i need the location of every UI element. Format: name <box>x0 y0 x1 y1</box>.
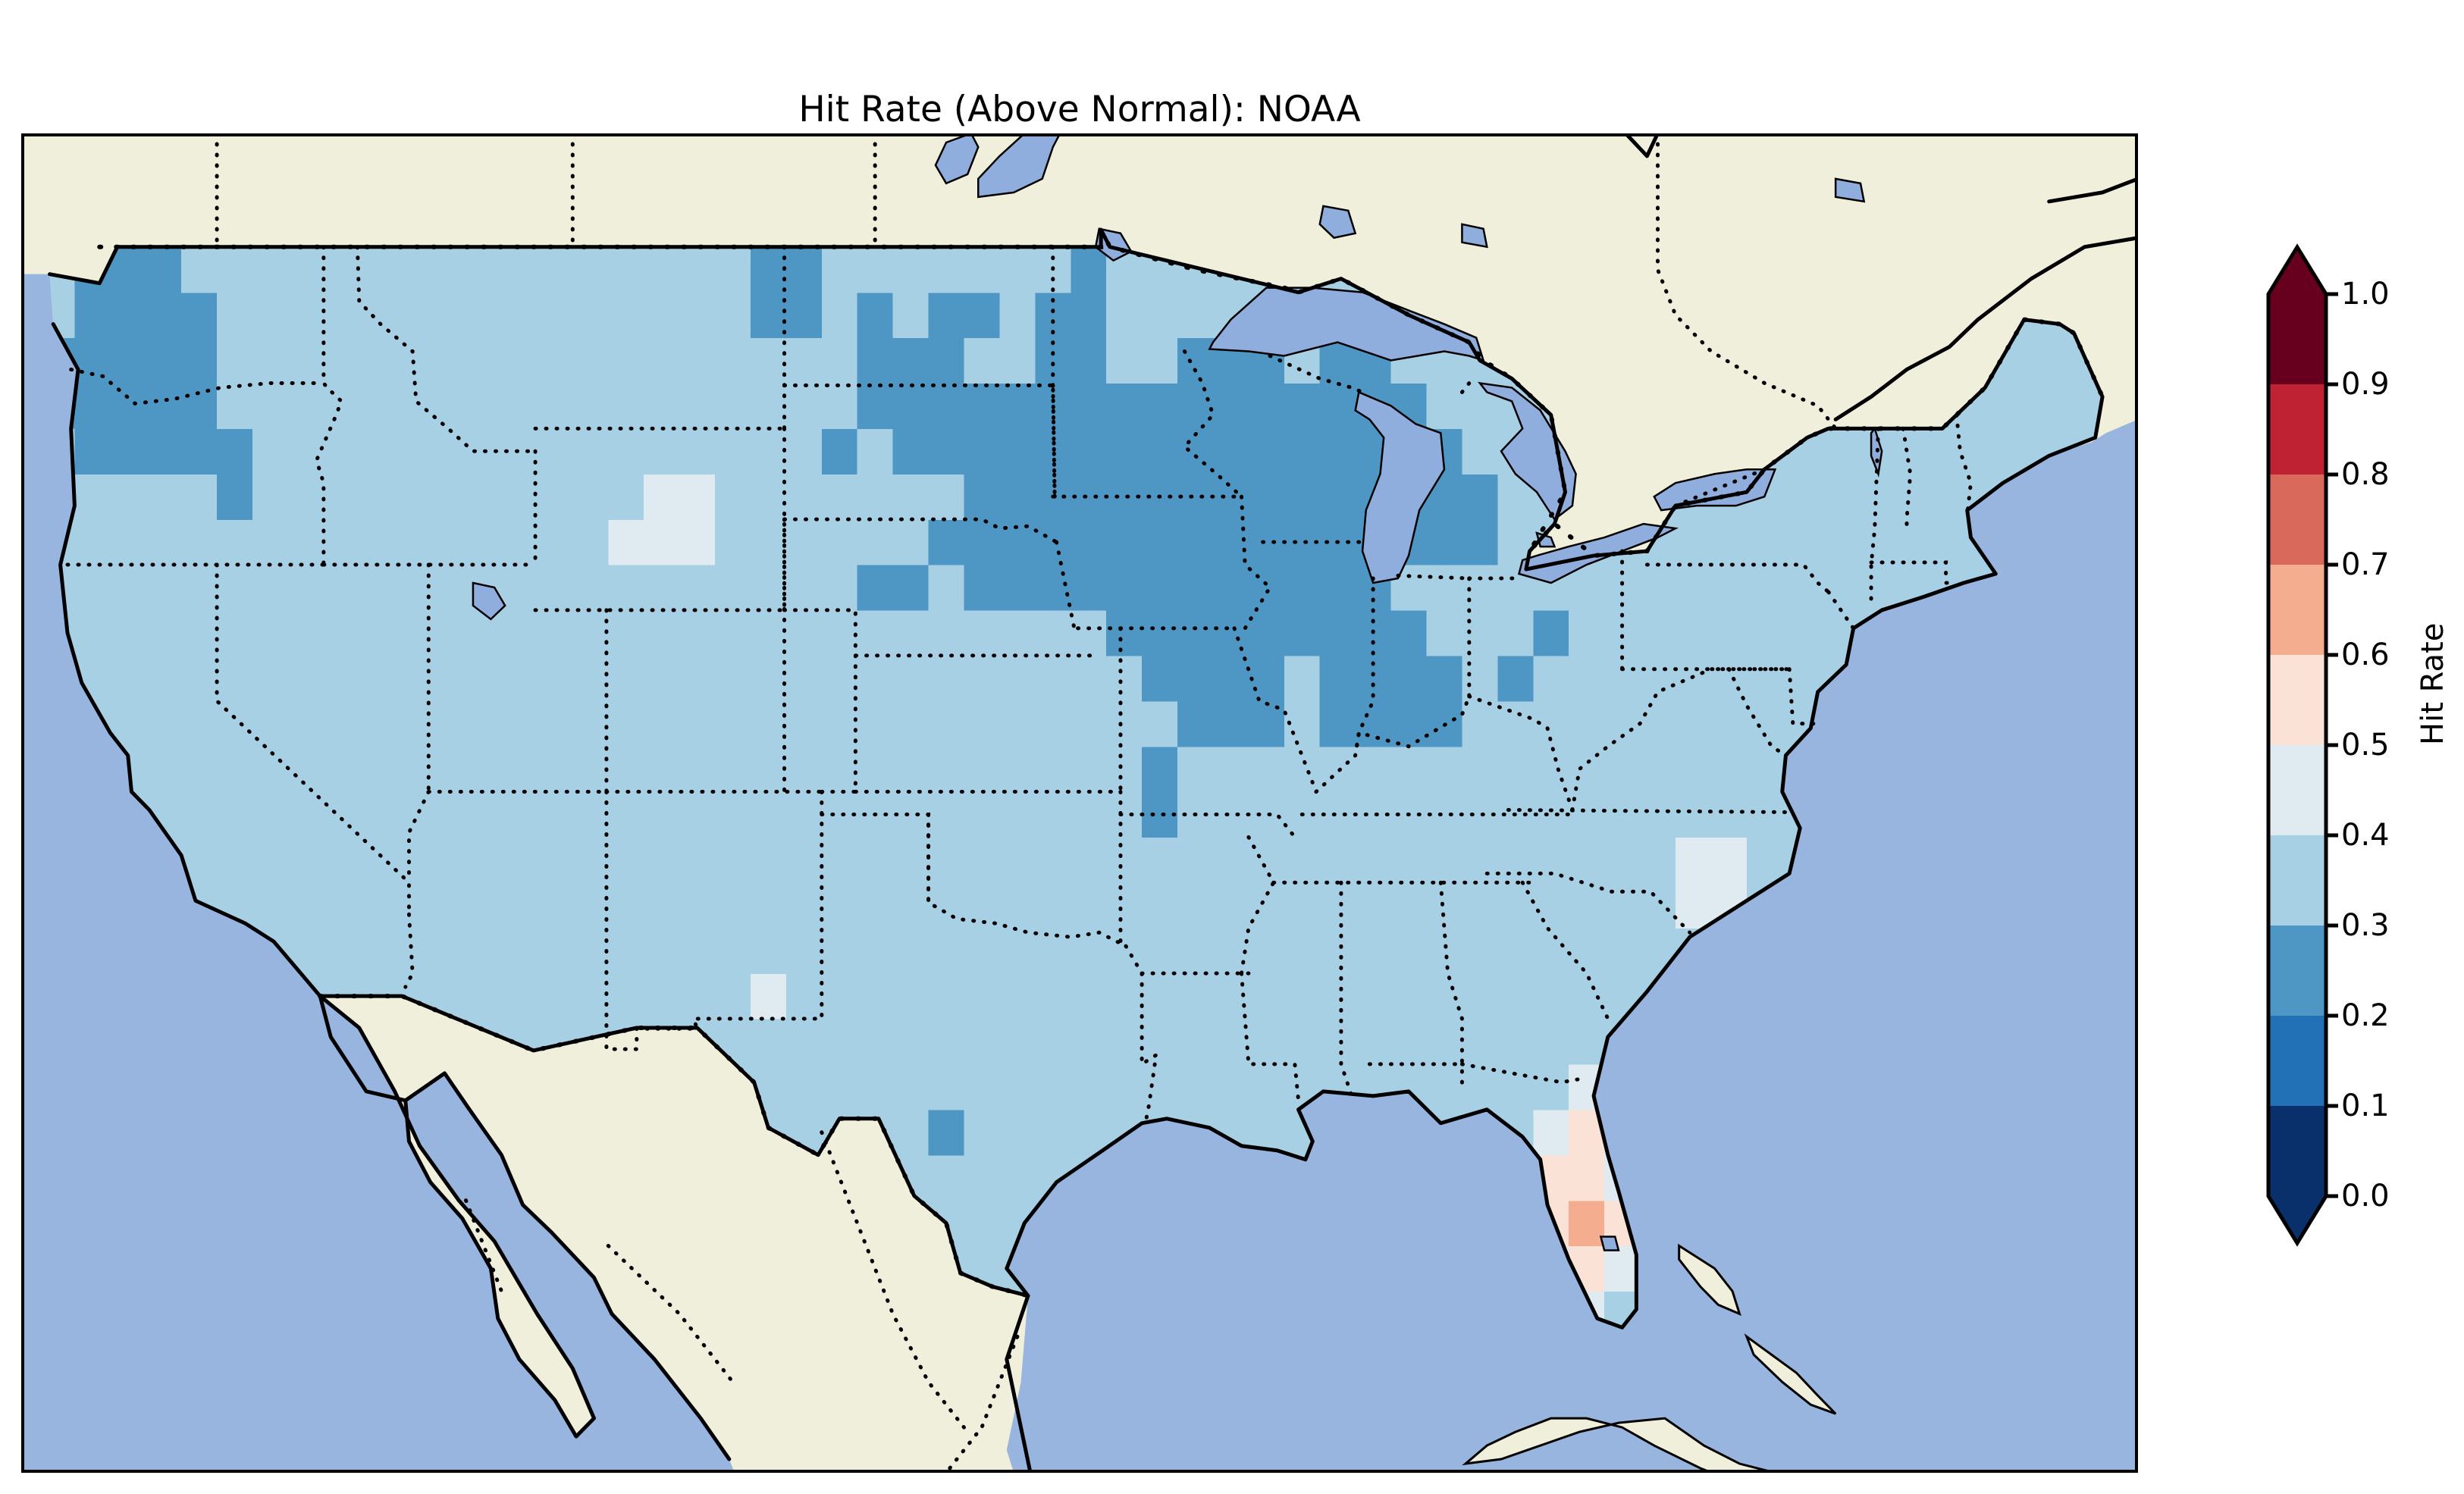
state-borders-layer <box>65 136 1973 1470</box>
coastline-layer <box>48 136 2135 1470</box>
colorbar[interactable]: 1.0 0.9 0.8 0.7 0.6 0.5 0.4 0.3 0.2 0.1 0.0 <box>2266 243 2390 1247</box>
colorbar-tick-0-2: 0.2 <box>2341 998 2390 1033</box>
colorbar-tick-0-0: 0.0 <box>2341 1179 2390 1214</box>
colorbar-tick-0-4: 0.4 <box>2341 818 2390 853</box>
map-plot <box>24 136 2135 1470</box>
colorbar-tick-0-1: 0.1 <box>2341 1088 2390 1123</box>
colorbar-axis-label: Hit Rate <box>2415 622 2450 745</box>
colorbar-tick-0-5: 0.5 <box>2341 728 2390 763</box>
colorbar-tick-0-3: 0.3 <box>2341 908 2390 943</box>
colorbar-tick-1-0: 1.0 <box>2341 277 2390 312</box>
title-line-1: Hit Rate (Above Normal): NOAA <box>798 88 1361 130</box>
map-axes[interactable] <box>21 133 2138 1473</box>
colorbar-tick-0-7: 0.7 <box>2341 547 2390 582</box>
colorbar-gradient <box>2266 243 2338 1247</box>
colorbar-tick-0-6: 0.6 <box>2341 637 2390 672</box>
colorbar-tick-0-9: 0.9 <box>2341 367 2390 402</box>
colorbar-tick-0-8: 0.8 <box>2341 457 2390 492</box>
